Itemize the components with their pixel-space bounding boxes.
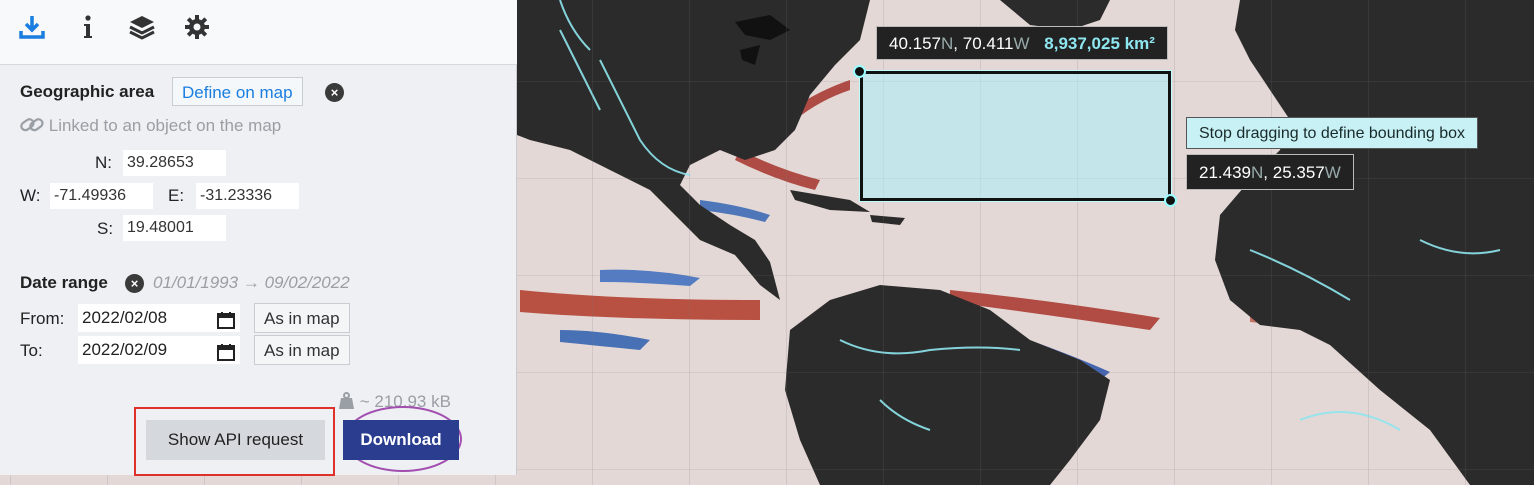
from-as-in-map-button[interactable]: As in map [254,303,350,333]
east-label: E: [168,186,185,205]
available-date-range: 01/01/1993 → 09/02/2022 [153,273,350,292]
clear-geographic-area-button[interactable]: × [325,83,344,102]
south-input[interactable]: 19.48001 [123,215,226,241]
calendar-icon[interactable] [217,342,235,370]
bbox-handle-southeast[interactable] [1164,194,1177,207]
layers-icon[interactable] [125,10,159,44]
panel-toolbar [0,0,517,65]
drag-hint-tooltip: Stop dragging to define bounding box [1186,117,1478,149]
area-readout: 8,937,025 km² [1044,34,1155,53]
clear-date-range-button[interactable]: × [125,274,144,293]
linked-object-note: Linked to an object on the map [20,116,281,139]
north-input[interactable]: 39.28653 [123,150,226,176]
link-icon [20,116,44,139]
geographic-area-title: Geographic area [20,82,155,101]
info-icon[interactable] [70,10,104,44]
to-date-input[interactable]: 2022/02/09 [78,336,240,364]
weight-icon [338,392,355,414]
define-on-map-button[interactable]: Define on map [172,77,303,106]
coords-tooltip-top: 40.157N, 70.411W 8,937,025 km² [876,26,1168,60]
coords-tooltip-bottom: 21.439N, 25.357W [1186,154,1354,190]
bounding-box[interactable] [859,70,1172,202]
download-size: ~ 210.93 kB [338,392,451,414]
show-api-request-button[interactable]: Show API request [146,420,325,460]
west-input[interactable]: -71.49936 [50,183,153,209]
north-label: N: [95,153,112,172]
bbox-handle-northwest[interactable] [853,65,866,78]
from-label: From: [20,309,65,328]
download-icon[interactable] [15,10,49,44]
west-label: W: [20,186,41,205]
east-input[interactable]: -31.23336 [196,183,299,209]
to-as-in-map-button[interactable]: As in map [254,335,350,365]
gear-icon[interactable] [180,10,214,44]
download-panel: Geographic area Define on map × Linked t… [0,0,517,476]
date-range-title: Date range [20,273,108,292]
south-label: S: [97,219,114,238]
calendar-icon[interactable] [217,310,235,338]
download-button[interactable]: Download [343,420,459,460]
api-button-highlight [134,407,335,476]
to-label: To: [20,341,43,360]
from-date-input[interactable]: 2022/02/08 [78,304,240,332]
